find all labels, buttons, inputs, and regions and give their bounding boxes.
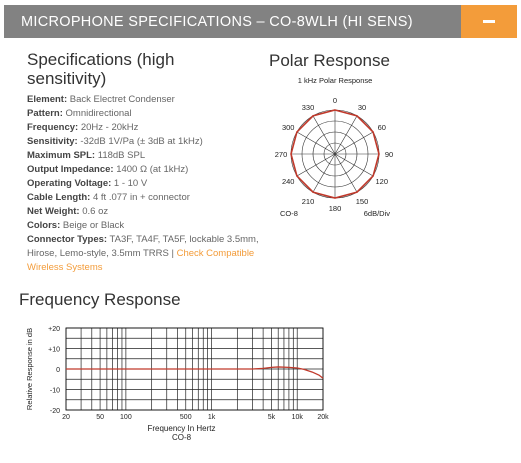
section-header[interactable]: MICROPHONE SPECIFICATIONS – CO-8WLH (HI … <box>4 5 517 38</box>
spec-row: Output Impedance: 1400 Ω (at 1kHz) <box>27 163 267 177</box>
polar-grid-spoke <box>334 115 358 155</box>
freq-x-tick-label: 20k <box>317 414 329 421</box>
spec-row: Operating Voltage: 1 - 10 V <box>27 177 267 191</box>
spec-value: -32dB 1V/Pa (± 3dB at 1kHz) <box>77 136 203 147</box>
polar-angle-label: 90 <box>385 150 393 159</box>
freq-x-tick-label: 5k <box>268 414 276 421</box>
polar-response-heading: Polar Response <box>269 51 390 70</box>
spec-row: Cable Length: 4 ft .077 in + connector <box>27 191 267 205</box>
spec-key: Net Weight: <box>27 206 80 217</box>
polar-angle-label: 0 <box>333 96 337 105</box>
compatible-wireless-systems-link[interactable]: Check Compatible Wireless Systems <box>27 248 255 273</box>
spec-key: Maximum SPL: <box>27 150 96 161</box>
polar-grid-spoke <box>312 153 336 193</box>
polar-grid-spoke <box>334 131 374 155</box>
collapse-toggle-button[interactable] <box>461 5 517 38</box>
spec-value: Omnidirectional <box>62 108 132 119</box>
freq-y-axis-label: Relative Response in dB <box>25 328 34 410</box>
freq-y-tick-label: -20 <box>50 408 60 415</box>
freq-x-tick-label: 500 <box>180 414 192 421</box>
spec-row: Net Weight: 0.6 oz <box>27 205 267 219</box>
freq-response-line <box>66 366 324 379</box>
polar-angle-label: 150 <box>356 197 369 206</box>
polar-response-chart: 1 kHz Polar Response 0 30 60 90 120 150 180 210 2… <box>275 76 393 218</box>
frequency-response-heading: Frequency Response <box>19 290 181 309</box>
spec-row: Frequency: 20Hz - 20kHz <box>27 121 267 135</box>
spec-list: Element: Back Electret Condenser Pattern:… <box>27 93 267 275</box>
spec-row-connectors: Connector Types: TA3F, TA4F, TA5F, locka… <box>27 233 267 275</box>
specifications-heading: Specifications (high sensitivity) <box>27 50 175 88</box>
freq-x-tick-label: 100 <box>120 414 132 421</box>
polar-angle-label: 240 <box>282 177 295 186</box>
freq-x-tick-label: 50 <box>96 414 104 421</box>
spec-value: 118dB SPL <box>95 150 146 161</box>
spec-key: Output Impedance: <box>27 164 114 175</box>
freq-x-tick-label: 20 <box>62 414 70 421</box>
spec-row: Colors: Beige or Black <box>27 219 267 233</box>
polar-angle-label: 300 <box>282 123 295 132</box>
spec-value: 0.6 oz <box>79 206 109 217</box>
spec-key: Operating Voltage: <box>27 178 112 189</box>
spec-value: Back Electret Condenser <box>67 94 175 105</box>
polar-scale-label: 6dB/Div <box>364 209 391 218</box>
spec-value: TA3F, TA4F, TA5F, lockable 3.5mm, Hirose… <box>27 234 259 259</box>
spec-value: 1400 Ω (at 1kHz) <box>113 164 189 175</box>
freq-x-axis-label: Frequency In Hertz <box>147 424 215 433</box>
freq-x-tick-label: 1k <box>208 414 216 421</box>
polar-pattern-line <box>290 109 380 199</box>
freq-x-tick-label: 10k <box>292 414 304 421</box>
polar-angle-label: 270 <box>275 150 288 159</box>
freq-model-label: CO-8 <box>172 433 192 442</box>
polar-grid-spoke <box>334 153 374 177</box>
spec-row: Sensitivity: -32dB 1V/Pa (± 3dB at 1kHz) <box>27 135 267 149</box>
polar-grid-spoke <box>296 153 336 177</box>
section-title: MICROPHONE SPECIFICATIONS – CO-8WLH (HI … <box>21 13 413 30</box>
freq-y-tick-label: 0 <box>56 367 60 374</box>
polar-grid-spoke <box>312 115 336 155</box>
spec-row: Pattern: Omnidirectional <box>27 107 267 121</box>
spec-key: Frequency: <box>27 122 79 133</box>
spec-row: Element: Back Electret Condenser <box>27 93 267 107</box>
freq-y-tick-label: +10 <box>48 347 60 354</box>
spec-row: Maximum SPL: 118dB SPL <box>27 149 267 163</box>
spec-value: 1 - 10 V <box>111 178 148 189</box>
freq-y-tick-label: +20 <box>48 326 60 333</box>
polar-model-label: CO-8 <box>280 209 298 218</box>
polar-title: 1 kHz Polar Response <box>298 76 373 85</box>
polar-angle-label: 60 <box>378 123 386 132</box>
spec-key: Connector Types: <box>27 234 108 245</box>
spec-key: Cable Length: <box>27 192 91 203</box>
spec-key: Pattern: <box>27 108 63 119</box>
polar-angle-label: 210 <box>302 197 315 206</box>
spec-key: Colors: <box>27 220 61 231</box>
polar-grid-spoke <box>296 131 336 155</box>
spec-key: Element: <box>27 94 68 105</box>
polar-angle-label: 330 <box>302 103 315 112</box>
spec-value: 4 ft .077 in + connector <box>90 192 190 203</box>
polar-angle-label: 180 <box>329 204 342 213</box>
polar-angle-label: 30 <box>358 103 366 112</box>
minus-icon <box>483 20 495 23</box>
polar-grid-spoke <box>334 153 358 193</box>
spec-key: Sensitivity: <box>27 136 78 147</box>
freq-y-tick-label: -10 <box>50 388 60 395</box>
polar-angle-label: 120 <box>376 177 389 186</box>
spec-value: 20Hz - 20kHz <box>78 122 139 133</box>
spec-value: Beige or Black <box>60 220 125 231</box>
